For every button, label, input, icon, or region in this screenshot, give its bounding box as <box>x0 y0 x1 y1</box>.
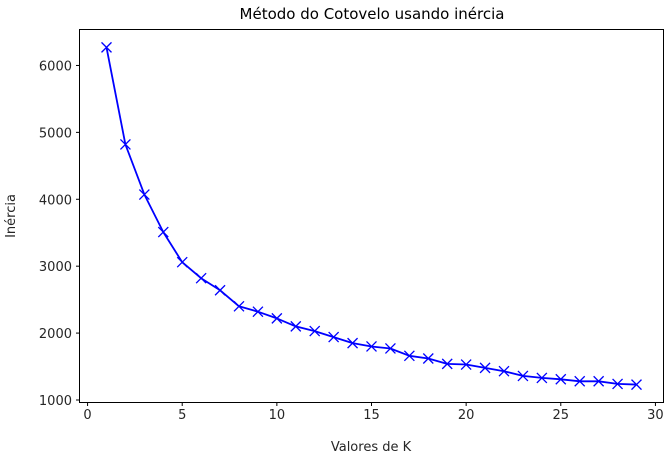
y-tick-label: 6000 <box>39 59 72 74</box>
ticks-layer: 0 5 10 15 20 25 30 1000 2000 3000 4000 5000 6000 <box>39 59 664 423</box>
x-tick-label: 10 <box>269 408 286 423</box>
data-point-marker-k14 <box>347 337 359 349</box>
data-point-marker-k20 <box>460 359 472 370</box>
data-point-marker-k11 <box>290 320 302 332</box>
x-tick-label: 20 <box>458 408 475 423</box>
data-point-marker-k27 <box>593 375 605 387</box>
x-tick-label: 5 <box>178 408 186 423</box>
data-point-marker-k10 <box>271 312 283 324</box>
y-axis-title: Inércia <box>4 194 19 238</box>
data-point-marker-k19 <box>441 358 453 370</box>
x-tick-label: 30 <box>647 408 664 423</box>
data-point-marker-k22 <box>498 365 510 377</box>
data-point-marker-k5 <box>176 256 188 268</box>
y-tick-label: 2000 <box>39 327 72 342</box>
data-point-marker-k17 <box>403 350 415 362</box>
series-layer <box>101 41 642 391</box>
data-point-marker-k18 <box>422 353 434 364</box>
data-point-marker-k24 <box>536 372 548 384</box>
data-point-marker-k28 <box>612 378 624 390</box>
data-point-marker-k13 <box>328 331 340 343</box>
data-point-marker-k6 <box>195 272 207 284</box>
data-point-marker-k1 <box>101 41 112 53</box>
data-point-marker-k21 <box>479 362 491 374</box>
y-tick-label: 3000 <box>39 260 72 275</box>
data-point-marker-k4 <box>157 226 169 238</box>
data-point-marker-k26 <box>574 375 586 387</box>
data-point-marker-k25 <box>555 373 567 385</box>
x-axis-title: Valores de K <box>331 440 412 455</box>
data-point-marker-k2 <box>119 138 131 150</box>
data-point-marker-k3 <box>138 189 150 201</box>
data-point-marker-k23 <box>517 370 529 382</box>
data-point-marker-k9 <box>252 306 264 318</box>
data-point-marker-k8 <box>233 300 245 312</box>
x-tick-label: 15 <box>363 408 380 423</box>
y-tick-label: 4000 <box>39 193 72 208</box>
chart-title: Método do Cotovelo usando inércia <box>240 5 505 23</box>
series-line <box>105 47 637 386</box>
x-tick-label: 25 <box>553 408 570 423</box>
x-tick-label: 0 <box>83 408 91 423</box>
data-point-marker-k12 <box>309 325 321 337</box>
data-point-marker-k7 <box>214 284 226 296</box>
plot-area-frame <box>79 29 664 403</box>
data-point-marker-k16 <box>384 343 396 354</box>
y-tick-label: 1000 <box>39 394 72 409</box>
y-tick-label: 5000 <box>39 126 72 141</box>
data-point-marker-k15 <box>366 341 377 352</box>
data-point-marker-k29 <box>631 379 642 391</box>
